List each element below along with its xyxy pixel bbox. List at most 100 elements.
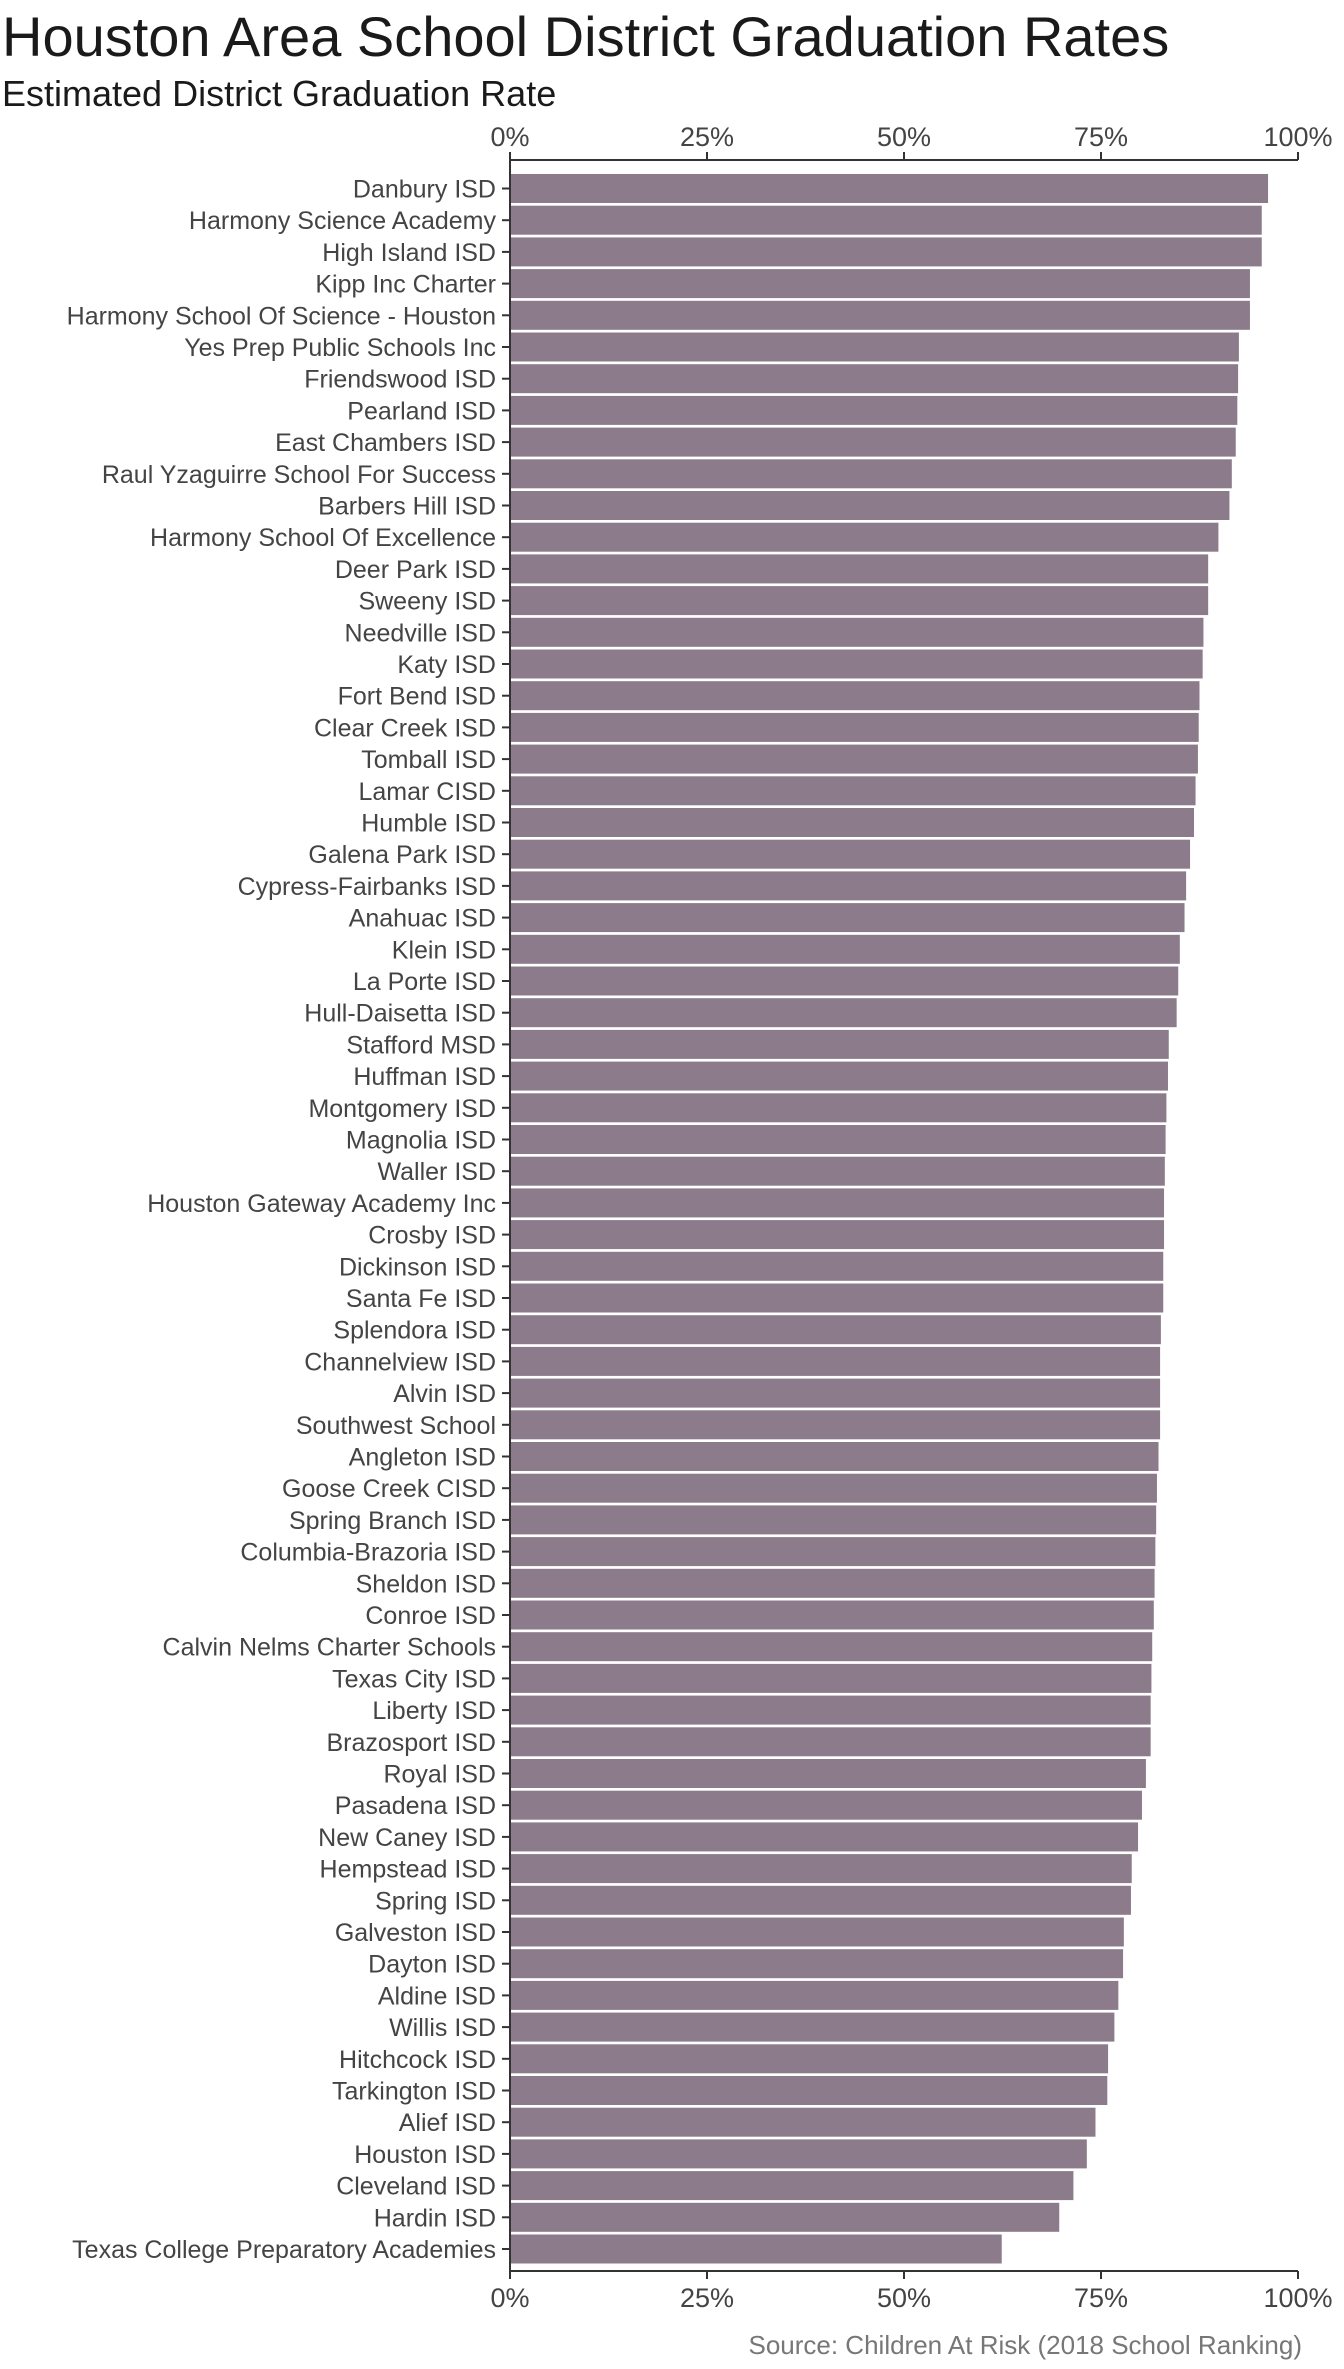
bar: [511, 300, 1250, 330]
category-label: Spring ISD: [375, 1887, 496, 1915]
category-label: Clear Creek ISD: [314, 714, 496, 742]
category-label: Texas City ISD: [332, 1665, 496, 1693]
bar: [511, 1315, 1161, 1345]
category-label: Splendora ISD: [333, 1317, 496, 1345]
x-tick-label-bottom: 75%: [1074, 2283, 1128, 2313]
x-tick-label-top: 25%: [680, 122, 734, 152]
bar: [511, 2076, 1108, 2105]
bar: [511, 491, 1230, 520]
bar: [511, 586, 1209, 616]
x-tick-label-top: 75%: [1074, 122, 1128, 152]
bar: [511, 2234, 1002, 2264]
bar: [511, 1473, 1157, 1503]
bar: [511, 1663, 1152, 1693]
category-label: Sweeny ISD: [358, 588, 496, 616]
category-label: Anahuac ISD: [349, 905, 496, 933]
category-label: Klein ISD: [392, 936, 496, 964]
category-label: Tomball ISD: [361, 746, 496, 774]
bar: [511, 903, 1185, 933]
x-tick-label-bottom: 25%: [680, 2283, 734, 2313]
bar: [511, 459, 1232, 489]
bar: [511, 1220, 1165, 1250]
category-label: Friendswood ISD: [304, 366, 496, 394]
category-label: Houston Gateway Academy Inc: [147, 1190, 496, 1218]
category-label: Barbers Hill ISD: [318, 493, 496, 521]
bar: [511, 1600, 1154, 1630]
category-label: Hardin ISD: [374, 2204, 496, 2232]
bar: [511, 1061, 1168, 1091]
category-label: Tarkington ISD: [332, 2078, 496, 2106]
category-label: Needville ISD: [345, 619, 496, 647]
category-label: Cypress-Fairbanks ISD: [238, 873, 496, 901]
category-label: Crosby ISD: [368, 1222, 496, 1250]
bar: [511, 1251, 1164, 1281]
category-label: Galveston ISD: [335, 1919, 496, 1947]
category-label: Lamar CISD: [358, 778, 496, 806]
bar: [511, 776, 1196, 806]
category-label: Yes Prep Public Schools Inc: [184, 334, 496, 362]
bar: [511, 1854, 1132, 1884]
category-label: Dickinson ISD: [339, 1253, 496, 1281]
category-label: Harmony School Of Excellence: [150, 524, 496, 552]
category-label: Deer Park ISD: [335, 556, 496, 584]
x-tick-label-top: 0%: [490, 122, 529, 152]
category-label: Magnolia ISD: [346, 1127, 496, 1155]
category-label: Huffman ISD: [353, 1063, 496, 1091]
category-label: Willis ISD: [389, 2014, 496, 2042]
bar: [511, 237, 1262, 267]
bar: [511, 998, 1177, 1028]
bar: [511, 1378, 1161, 1408]
bar: [511, 966, 1179, 996]
chart-title: Houston Area School District Graduation …: [2, 5, 1170, 68]
bar: [511, 1505, 1157, 1535]
category-label: Pearland ISD: [347, 397, 496, 425]
category-label: Alief ISD: [399, 2109, 496, 2137]
category-label: Harmony School Of Science - Houston: [67, 302, 496, 330]
category-label: Galena Park ISD: [308, 841, 496, 869]
bar: [511, 1980, 1119, 2010]
bar: [511, 1949, 1124, 1979]
category-label: Hempstead ISD: [320, 1856, 496, 1884]
bar: [511, 2044, 1109, 2074]
x-tick-label-bottom: 100%: [1263, 2283, 1332, 2313]
bar: [511, 205, 1262, 235]
category-label: Harmony Science Academy: [189, 207, 497, 235]
category-label: Sheldon ISD: [356, 1570, 496, 1598]
bar: [511, 1283, 1164, 1313]
bar: [511, 2171, 1074, 2201]
bar: [511, 712, 1199, 742]
bar: [511, 1917, 1124, 1947]
category-label: Montgomery ISD: [308, 1095, 496, 1123]
category-label: Spring Branch ISD: [289, 1507, 496, 1535]
category-label: Aldine ISD: [378, 1982, 496, 2010]
category-label: Royal ISD: [383, 1761, 496, 1789]
bar: [511, 839, 1191, 869]
category-label: New Caney ISD: [318, 1824, 496, 1852]
x-tick-label-top: 50%: [877, 122, 931, 152]
category-label: Hull-Daisetta ISD: [304, 1000, 496, 1028]
bar: [511, 2139, 1087, 2169]
category-label: Cleveland ISD: [336, 2173, 496, 2201]
category-label: Texas College Preparatory Academies: [72, 2236, 496, 2264]
bar: [511, 1442, 1159, 1471]
bar: [511, 1537, 1156, 1567]
category-label: East Chambers ISD: [275, 429, 496, 457]
category-label: Dayton ISD: [368, 1951, 496, 1979]
bar: [511, 395, 1238, 425]
x-tick-label-bottom: 50%: [877, 2283, 931, 2313]
category-label: Channelview ISD: [304, 1348, 496, 1376]
bar: [511, 617, 1204, 647]
bar: [511, 1790, 1142, 1820]
category-label: Hitchcock ISD: [339, 2046, 496, 2074]
bar: [511, 554, 1209, 584]
bar: [511, 1695, 1151, 1725]
category-label: Humble ISD: [361, 810, 496, 838]
category-label: Goose Creek CISD: [282, 1475, 496, 1503]
bar: [511, 2107, 1096, 2137]
bar: [511, 364, 1239, 394]
category-label: Calvin Nelms Charter Schools: [163, 1634, 496, 1662]
category-label: Danbury ISD: [353, 176, 496, 204]
bar: [511, 1885, 1131, 1915]
bar: [511, 681, 1200, 711]
